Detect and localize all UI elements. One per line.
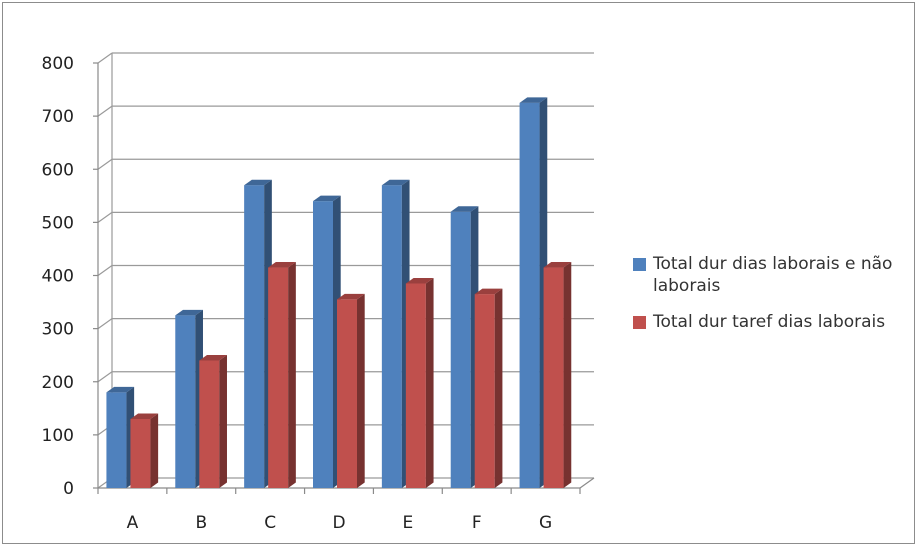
bar-series-1-B: [175, 309, 203, 488]
bar-series-2-E: [405, 277, 434, 488]
bar-series-2-F-top: [474, 288, 503, 295]
y-tick-label: 600: [42, 160, 74, 180]
bar-series-2-E-front: [405, 283, 426, 488]
bar-series-1-E-front: [381, 185, 402, 488]
bar-series-1-C-front: [244, 185, 265, 488]
bar-series-1-A-front: [106, 392, 127, 488]
bar-series-1-B-front: [175, 315, 196, 488]
bar-series-1-G-top: [519, 97, 548, 103]
bar-series-1-F-front: [450, 211, 471, 488]
legend-label-series-2: Total dur taref dias laborais: [653, 312, 886, 332]
legend-label-series-1: Total dur dias laborais e não laborais: [653, 254, 893, 296]
legend-swatch-series-2: [633, 316, 646, 329]
bar-series-2-B: [199, 355, 227, 488]
bar-series-2-E-side: [425, 277, 434, 488]
gridline-side: [97, 371, 113, 383]
gridline-side: [97, 318, 113, 330]
bar-series-2-C: [268, 262, 296, 488]
bar-series-2-G-side: [563, 262, 572, 488]
bar-series-1-A: [106, 386, 135, 488]
bar-series-2-D-side: [357, 293, 365, 488]
bar-series-1-D: [313, 195, 341, 488]
bar-series-1-A-top: [106, 386, 135, 393]
bar-series-2-G-front: [543, 267, 564, 488]
bar-series-2-C-front: [268, 267, 289, 488]
bar-series-2-E-top: [405, 277, 434, 284]
bar-series-1-D-front: [313, 201, 333, 488]
y-tick-label: 100: [42, 426, 74, 446]
bar-series-2-B-top: [199, 355, 227, 361]
y-tick-label: 800: [42, 54, 74, 74]
bar-series-2-A-top: [130, 413, 159, 419]
bar-series-1-C: [244, 179, 272, 488]
y-tick-label: 200: [42, 373, 74, 393]
bars: [106, 97, 572, 488]
x-tick-label: B: [195, 513, 207, 533]
y-tick-label: 400: [42, 267, 74, 287]
y-tick-label: 300: [42, 320, 74, 340]
x-tick-labels: A B C D E F G: [127, 513, 553, 533]
bar-series-2-D: [337, 293, 365, 488]
gridline-side: [97, 211, 113, 223]
legend-item-series-2: Total dur taref dias laborais: [633, 311, 913, 333]
bar-series-2-B-side: [219, 355, 227, 488]
bar-series-2-C-side: [288, 262, 296, 488]
y-tick-label: 0: [63, 479, 74, 499]
bar-series-2-F-front: [474, 294, 495, 488]
bar-series-1-F-top: [450, 206, 479, 212]
x-tick-label: F: [472, 513, 482, 533]
gridline-side: [97, 52, 113, 64]
bar-series-2-G: [543, 262, 572, 488]
bar-series-1-F: [450, 206, 479, 488]
bar-series-2-A-side: [150, 413, 159, 488]
bar-series-2-G-top: [543, 262, 572, 268]
bar-series-2-C-top: [268, 262, 296, 268]
x-tick-label: E: [402, 513, 413, 533]
x-tick-label: A: [127, 513, 139, 533]
bar-series-2-D-top: [337, 293, 365, 300]
gridline-side: [97, 158, 113, 170]
bar-series-2-B-front: [199, 360, 220, 488]
bar-series-1-E-top: [381, 179, 410, 186]
bar-series-2-D-front: [337, 299, 357, 488]
x-tick-label: G: [539, 513, 552, 533]
bar-series-1-D-top: [313, 195, 341, 202]
bar-series-2-F-side: [494, 288, 503, 488]
bar-series-1-C-top: [244, 179, 272, 186]
y-tick-labels: 0 100 200 300 400 500 600 700 800: [42, 54, 74, 499]
legend: Total dur dias laborais e não laborais T…: [633, 253, 913, 347]
bar-chart: 0 100 200 300 400 500 600 700 800 A B C D E F G: [42, 52, 595, 533]
bar-series-1-G: [519, 97, 548, 488]
legend-swatch-series-1: [633, 258, 646, 271]
y-tick-label: 700: [42, 107, 74, 127]
bar-series-1-B-top: [175, 309, 203, 316]
y-tick-label: 500: [42, 213, 74, 233]
x-tick-label: C: [264, 513, 276, 533]
bar-series-2-A: [130, 413, 159, 488]
floor-edge: [579, 477, 595, 489]
gridline-side: [97, 105, 113, 117]
gridline-side: [97, 265, 113, 276]
legend-item-series-1: Total dur dias laborais e não laborais: [633, 253, 913, 297]
bar-series-2-F: [474, 288, 503, 488]
bar-series-2-A-front: [130, 418, 151, 488]
x-tick-label: D: [332, 513, 345, 533]
bar-series-1-G-front: [519, 102, 540, 488]
bar-series-1-E: [381, 179, 410, 488]
